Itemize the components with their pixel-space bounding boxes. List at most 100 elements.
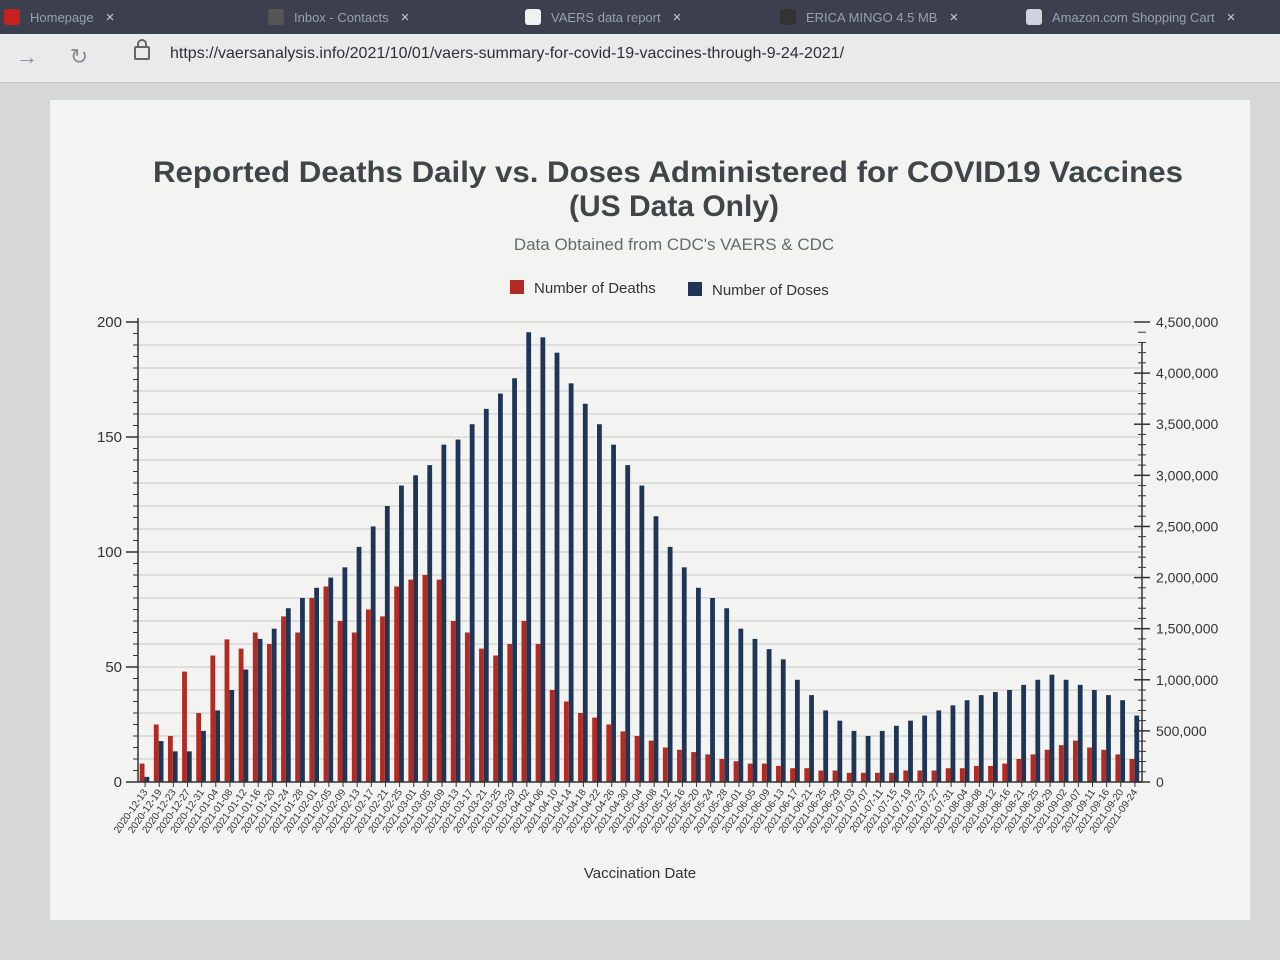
doses-bar — [314, 587, 320, 782]
deaths-bar — [1101, 749, 1107, 782]
doses-bar — [215, 710, 221, 782]
doses-bar — [978, 695, 984, 782]
browser-tab[interactable]: Homepage × — [4, 2, 114, 32]
app-icon — [268, 9, 284, 25]
y-axis-right-tick-label: 500,000 — [1156, 723, 1207, 739]
y-axis-left-tick-label: 150 — [97, 429, 122, 446]
deaths-bar — [323, 586, 329, 782]
deaths-bar — [535, 644, 541, 782]
deaths-bar — [691, 752, 696, 782]
doses-bar — [865, 736, 871, 782]
close-tab-icon[interactable]: × — [949, 8, 959, 26]
deaths-bar — [139, 763, 145, 782]
deaths-bar — [351, 632, 357, 782]
doses-bar — [625, 465, 631, 782]
doses-bar — [271, 628, 277, 782]
y-axis-right-tick-label: 1,000,000 — [1156, 672, 1218, 688]
doses-bar — [399, 485, 404, 782]
doses-bar — [427, 465, 433, 782]
deaths-bar — [252, 632, 258, 782]
deaths-bar — [634, 736, 640, 782]
doses-bar — [328, 577, 334, 782]
chart-legend: Number of Deaths Number of Doses — [510, 280, 829, 299]
doses-bar — [752, 638, 758, 782]
close-tab-icon[interactable]: × — [672, 8, 682, 26]
deaths-bar — [238, 648, 244, 782]
y-axis-right-tick-label: 3,000,000 — [1156, 467, 1218, 483]
close-tab-icon[interactable]: × — [400, 8, 410, 26]
doses-bar — [851, 730, 857, 782]
browser-tab[interactable]: Amazon.com Shopping Cart × — [1026, 2, 1235, 32]
deaths-bar — [1002, 763, 1008, 782]
deaths-bar — [1115, 754, 1121, 782]
close-tab-icon[interactable]: × — [105, 8, 115, 26]
browser-tab-label: VAERS data report — [551, 9, 661, 25]
doses-bar — [1063, 679, 1069, 782]
y-axis-right-tick-label: 4,500,000 — [1156, 314, 1218, 330]
forward-arrow-icon[interactable]: → — [16, 44, 38, 69]
doses-bar — [384, 506, 390, 782]
browser-tab[interactable]: ERICA MINGO 4.5 MB × — [780, 2, 958, 32]
y-axis-right-tick-label: 4,000,000 — [1156, 365, 1218, 381]
gmail-icon — [4, 9, 20, 25]
deaths-bar — [521, 621, 527, 782]
address-bar[interactable]: https://vaersanalysis.info/2021/10/01/va… — [170, 45, 845, 62]
doses-bar — [936, 710, 942, 782]
doses-bar — [1106, 695, 1111, 782]
deaths-bar — [917, 770, 923, 782]
browser-tab-label: ERICA MINGO 4.5 MB — [806, 9, 938, 25]
chart-container: Reported Deaths Daily vs. Doses Administ… — [50, 100, 1250, 920]
doses-bar — [964, 700, 970, 782]
doses-bar — [1007, 690, 1012, 782]
deaths-bar — [1058, 745, 1064, 782]
deaths-bar — [733, 761, 739, 782]
close-tab-icon[interactable]: × — [1226, 8, 1236, 26]
y-axis-right-tick-label: 3,500,000 — [1156, 416, 1218, 432]
doses-bar — [950, 705, 956, 782]
deaths-bar — [1072, 740, 1078, 782]
deaths-bar — [450, 621, 456, 782]
y-axis-left-tick-label: 0 — [114, 774, 122, 791]
doses-bar — [837, 720, 843, 782]
doses-bar — [738, 628, 744, 782]
doses-bar — [1021, 684, 1027, 782]
doses-bar — [257, 638, 263, 782]
doses-bar — [568, 383, 574, 782]
doses-bar — [285, 608, 291, 782]
x-axis-tick-labels: 2020-12-132020-12-192020-12-232020-12-27… — [112, 782, 1141, 836]
ida-icon — [525, 9, 541, 25]
legend-deaths-swatch — [510, 280, 524, 294]
deaths-bar — [281, 616, 286, 782]
doses-bar — [1035, 679, 1041, 782]
doses-bar — [780, 659, 786, 782]
deaths-bar — [592, 717, 598, 782]
deaths-bar — [210, 655, 216, 782]
deaths-bar — [196, 713, 202, 782]
deaths-bar — [761, 763, 767, 782]
deaths-bar — [677, 749, 682, 782]
doses-bar — [370, 526, 376, 782]
doses-bar — [1091, 690, 1097, 782]
doses-bar — [879, 730, 885, 782]
y-axis-right-tick-label: 2,000,000 — [1156, 570, 1218, 586]
browser-tab[interactable]: Inbox - Contacts × — [268, 2, 409, 32]
doses-bar — [1120, 700, 1126, 782]
deaths-bar — [662, 747, 668, 782]
deaths-bar — [804, 768, 810, 782]
reload-icon[interactable]: ↻ — [69, 44, 89, 69]
doses-bar — [794, 679, 800, 782]
doses-bar — [413, 475, 418, 782]
deaths-bar — [988, 765, 993, 782]
y-axis-right-tick-label: 1,500,000 — [1156, 621, 1218, 637]
deaths-bar — [549, 690, 555, 782]
doses-bar — [186, 751, 192, 782]
doses-bar — [724, 608, 730, 782]
chart-subtitle: Data Obtained from CDC's VAERS & CDC — [514, 235, 834, 254]
browser-tab-label: Amazon.com Shopping Cart — [1052, 9, 1215, 25]
deaths-bar — [224, 639, 230, 782]
browser-tab[interactable]: VAERS data report × — [525, 2, 681, 32]
deaths-bar — [507, 644, 513, 782]
legend-doses-swatch — [688, 282, 702, 296]
y-axis-left-tick-label: 50 — [105, 659, 122, 676]
browser-toolbar: → ↻ — [0, 34, 1280, 83]
